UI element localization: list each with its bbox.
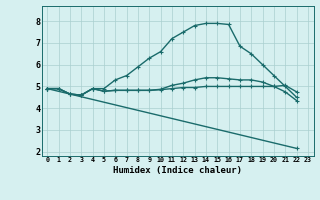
X-axis label: Humidex (Indice chaleur): Humidex (Indice chaleur) xyxy=(113,166,242,175)
